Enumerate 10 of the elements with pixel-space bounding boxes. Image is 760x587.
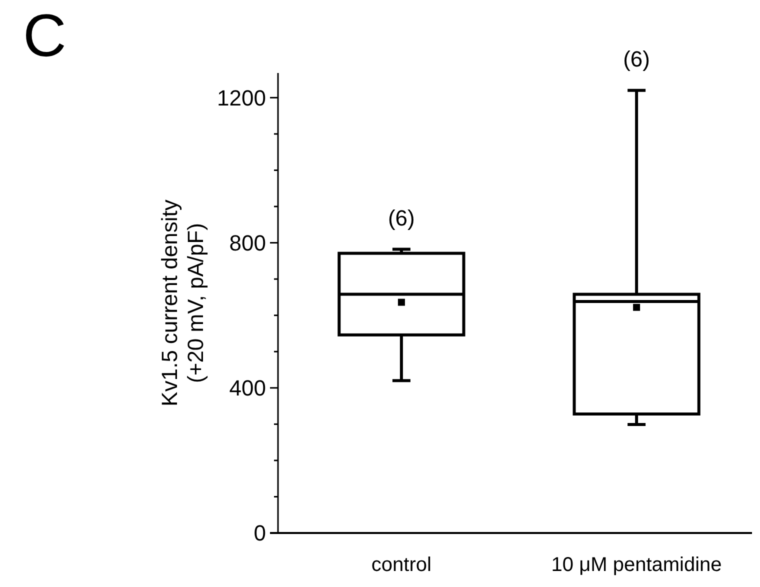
y-tick-label: 800: [229, 230, 266, 256]
x-tick-label: 10 μM pentamidine: [551, 554, 722, 576]
y-tick-label: 400: [229, 376, 266, 401]
chart-title: C: [23, 2, 66, 69]
x-tick-label: control: [371, 554, 432, 576]
annotation: (6): [623, 46, 650, 72]
y-tick-label: 1200: [217, 85, 266, 110]
y-axis-title: Kv1.5 current density (+20 mV, pA/pF): [156, 200, 208, 406]
annotation: (6): [388, 205, 415, 230]
y-tick-label: 0: [254, 520, 266, 546]
